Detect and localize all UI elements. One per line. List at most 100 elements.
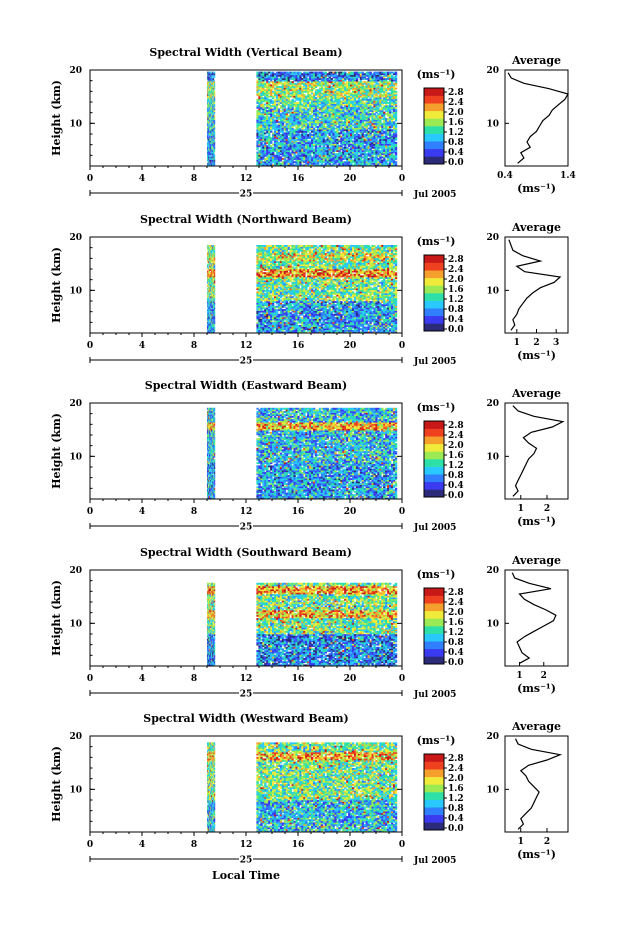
heatmap-cell bbox=[213, 134, 215, 136]
heatmap-cell bbox=[381, 138, 384, 141]
heatmap-cell bbox=[309, 106, 312, 109]
heatmap-cell bbox=[295, 86, 298, 88]
heatmap-cell bbox=[275, 114, 279, 117]
heatmap-cell bbox=[316, 129, 320, 132]
heatmap-cell bbox=[371, 162, 374, 165]
heatmap-cell bbox=[297, 158, 300, 160]
heatmap-cell bbox=[392, 78, 396, 80]
heatmap-cell bbox=[295, 119, 298, 122]
colorbar-swatch bbox=[424, 126, 444, 134]
heatmap-cell bbox=[385, 122, 388, 125]
heatmap-cell bbox=[283, 124, 287, 127]
heatmap-cell bbox=[357, 137, 361, 140]
heatmap-cell bbox=[353, 143, 357, 146]
heatmap-cell bbox=[297, 148, 300, 151]
heatmap-cell bbox=[279, 78, 283, 80]
heatmap-cell bbox=[214, 110, 216, 112]
heatmap-cell bbox=[293, 156, 296, 159]
heatmap-cell bbox=[258, 122, 261, 125]
heatmap-cell bbox=[299, 145, 302, 148]
heatmap-cell bbox=[355, 140, 359, 143]
heatmap-cell bbox=[332, 164, 335, 167]
heatmap-cell bbox=[303, 154, 306, 157]
heatmap-cell bbox=[283, 103, 287, 106]
heatmap-cell bbox=[316, 154, 320, 157]
heatmap-cell bbox=[373, 156, 376, 159]
heatmap-cell bbox=[336, 161, 339, 164]
heatmap-cell bbox=[279, 81, 283, 84]
heatmap-cell bbox=[361, 100, 365, 103]
heatmap-cell bbox=[328, 113, 331, 116]
heatmap-cell bbox=[212, 154, 214, 157]
heatmap-cell bbox=[211, 87, 213, 90]
heatmap-cell bbox=[322, 142, 326, 144]
heatmap-cell bbox=[344, 132, 347, 135]
heatmap-cell bbox=[334, 103, 337, 106]
heatmap-cell bbox=[369, 134, 372, 136]
heatmap-cell bbox=[346, 150, 349, 152]
heatmap-cell bbox=[355, 103, 359, 106]
heatmap-cell bbox=[208, 121, 210, 124]
heatmap-cell bbox=[301, 126, 304, 128]
heatmap-cell bbox=[210, 150, 212, 152]
heatmap-cell bbox=[328, 86, 331, 88]
heatmap-cell bbox=[338, 95, 341, 98]
heatmap-cell bbox=[390, 140, 394, 143]
heatmap-cell bbox=[264, 137, 267, 140]
heatmap-cell bbox=[305, 105, 308, 108]
heatmap-cell bbox=[260, 143, 263, 146]
heatmap-cell bbox=[373, 116, 376, 119]
heatmap-cell bbox=[262, 138, 265, 141]
heatmap-cell bbox=[316, 158, 320, 160]
heatmap-cell bbox=[266, 129, 269, 132]
heatmap-cell bbox=[361, 134, 365, 136]
heatmap-cell bbox=[383, 126, 386, 128]
heatmap-cell bbox=[328, 102, 331, 104]
heatmap-cell bbox=[299, 98, 302, 101]
heatmap-cell bbox=[260, 121, 263, 124]
heatmap-cell bbox=[311, 102, 314, 104]
heatmap-cell bbox=[357, 119, 361, 122]
heatmap-cell bbox=[281, 154, 285, 157]
average-x-tick-label: 1.4 bbox=[560, 171, 576, 181]
heatmap-cell bbox=[381, 100, 384, 103]
average-frame bbox=[504, 69, 569, 167]
heatmap-cell bbox=[363, 127, 366, 130]
heatmap-cell bbox=[208, 129, 210, 132]
heatmap-cell bbox=[305, 158, 308, 160]
heatmap-cell bbox=[387, 82, 390, 85]
heatmap-cell bbox=[392, 90, 396, 93]
heatmap-cell bbox=[394, 95, 398, 98]
heatmap-cell bbox=[316, 164, 320, 167]
heatmap-cell bbox=[297, 124, 300, 127]
heatmap-cell bbox=[383, 148, 386, 151]
heatmap-cell bbox=[371, 116, 374, 119]
heatmap-cell bbox=[392, 164, 396, 167]
heatmap-cell bbox=[334, 97, 337, 100]
heatmap-cell bbox=[387, 102, 390, 104]
heatmap-cell bbox=[353, 106, 357, 109]
heatmap-cell bbox=[285, 95, 288, 98]
heatmap-cell bbox=[299, 82, 302, 85]
heatmap-cell bbox=[369, 79, 372, 82]
heatmap-cell bbox=[361, 102, 365, 104]
heatmap-cell bbox=[324, 90, 327, 93]
heatmap-cell bbox=[208, 143, 210, 146]
heatmap-cell bbox=[295, 121, 298, 124]
heatmap-cell bbox=[314, 113, 318, 116]
heatmap-cell bbox=[291, 159, 294, 162]
heatmap-cell bbox=[371, 127, 374, 130]
heatmap-cell bbox=[348, 164, 351, 167]
heatmap-cell bbox=[297, 97, 300, 100]
heatmap-cell bbox=[383, 89, 386, 92]
heatmap-cell bbox=[383, 108, 386, 111]
heatmap-cell bbox=[316, 111, 320, 114]
heatmap-cell bbox=[273, 100, 277, 103]
heatmap-cell bbox=[277, 129, 281, 132]
heatmap-cell bbox=[264, 84, 267, 87]
heatmap-cell bbox=[394, 106, 398, 109]
heatmap-cell bbox=[340, 130, 343, 133]
heatmap-cell bbox=[316, 81, 320, 84]
heatmap-cell bbox=[295, 148, 298, 151]
heatmap-cell bbox=[322, 87, 326, 90]
